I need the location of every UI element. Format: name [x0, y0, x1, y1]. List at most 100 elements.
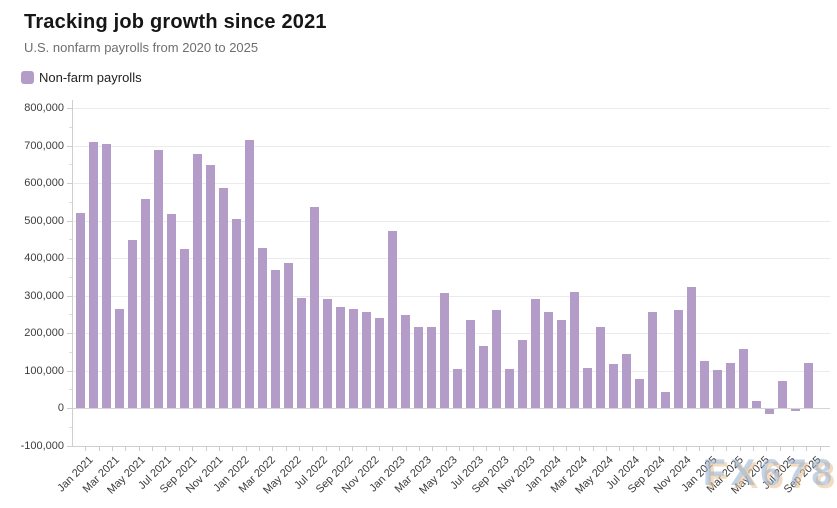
- y-axis-minor-tick: [69, 239, 72, 241]
- y-axis-tick: [67, 295, 72, 297]
- chart-title: Tracking job growth since 2021: [24, 11, 327, 33]
- bar-oct-2024[interactable]: [661, 391, 670, 408]
- bar-jan-2021[interactable]: [76, 213, 85, 408]
- bar-sep-2023[interactable]: [492, 309, 501, 409]
- y-axis-label: 300,000: [24, 289, 64, 302]
- bar-jun-2024[interactable]: [609, 363, 618, 409]
- x-axis-tick: [352, 446, 353, 451]
- bar-jun-2023[interactable]: [453, 368, 462, 408]
- bar-nov-2022[interactable]: [362, 312, 371, 408]
- bar-dec-2022[interactable]: [375, 318, 384, 408]
- bar-jan-2025[interactable]: [700, 361, 709, 408]
- bar-feb-2025[interactable]: [713, 369, 722, 409]
- bar-mar-2024[interactable]: [570, 291, 579, 409]
- bar-feb-2022[interactable]: [245, 140, 254, 409]
- x-axis-tick: [366, 446, 367, 451]
- bar-dec-2021[interactable]: [219, 187, 228, 408]
- bar-sep-2021[interactable]: [180, 249, 189, 408]
- x-axis-tick: [686, 446, 687, 451]
- chart-subtitle: U.S. nonfarm payrolls from 2020 to 2025: [24, 40, 259, 55]
- x-axis-tick: [740, 446, 741, 451]
- legend-swatch-icon: [21, 71, 34, 84]
- bar-oct-2022[interactable]: [349, 309, 358, 408]
- x-axis-tick: [246, 446, 247, 451]
- bar-dec-2024[interactable]: [687, 286, 696, 408]
- y-axis-label: 600,000: [24, 177, 64, 189]
- y-axis-line: [72, 100, 73, 447]
- x-axis-tick: [152, 446, 153, 451]
- bar-feb-2024[interactable]: [557, 319, 566, 408]
- bar-mar-2025[interactable]: [726, 363, 735, 408]
- bar-nov-2023[interactable]: [518, 339, 527, 409]
- bar-jun-2022[interactable]: [297, 298, 306, 408]
- bar-sep-2024[interactable]: [648, 312, 657, 408]
- bar-aug-2024[interactable]: [635, 378, 644, 409]
- bar-mar-2022[interactable]: [258, 247, 267, 408]
- gridline: [73, 370, 830, 372]
- bar-jul-2022[interactable]: [310, 206, 319, 408]
- bar-apr-2023[interactable]: [427, 326, 436, 408]
- bar-sep-2022[interactable]: [336, 307, 345, 408]
- bar-jun-2025[interactable]: [765, 409, 774, 414]
- bar-oct-2021[interactable]: [193, 154, 202, 408]
- y-axis-tick: [67, 333, 72, 334]
- x-axis-tick: [499, 446, 500, 451]
- bar-jul-2023[interactable]: [466, 319, 475, 408]
- bar-feb-2023[interactable]: [401, 315, 410, 408]
- bar-jul-2024[interactable]: [622, 354, 631, 408]
- bar-jan-2022[interactable]: [232, 219, 241, 408]
- x-axis-tick: [553, 446, 554, 451]
- bar-may-2024[interactable]: [596, 327, 605, 408]
- bar-apr-2021[interactable]: [115, 309, 124, 408]
- y-axis-minor-tick: [69, 126, 72, 128]
- x-axis-tick: [406, 446, 407, 451]
- x-axis-tick: [312, 446, 313, 451]
- x-axis-tick: [606, 446, 607, 451]
- legend-item-nonfarm-payrolls[interactable]: Non-farm payrolls: [21, 70, 142, 85]
- x-axis-tick: [112, 446, 113, 451]
- bar-aug-2023[interactable]: [479, 346, 488, 408]
- bar-jan-2024[interactable]: [544, 312, 553, 408]
- y-axis-minor-tick: [69, 201, 72, 203]
- bar-nov-2024[interactable]: [674, 310, 683, 408]
- bar-sep-2025[interactable]: [804, 363, 813, 408]
- y-axis-minor-tick: [69, 164, 72, 166]
- bar-apr-2025[interactable]: [739, 348, 748, 409]
- bar-oct-2023[interactable]: [505, 368, 514, 408]
- x-axis-tick: [446, 446, 447, 451]
- x-axis-tick: [379, 446, 380, 451]
- bar-mar-2021[interactable]: [102, 144, 111, 408]
- gridline: [73, 258, 830, 259]
- bar-apr-2024[interactable]: [583, 367, 592, 408]
- bar-aug-2021[interactable]: [167, 214, 176, 408]
- y-axis-label: 500,000: [24, 214, 64, 227]
- bar-apr-2022[interactable]: [271, 270, 280, 408]
- bar-feb-2021[interactable]: [89, 141, 98, 409]
- bar-jul-2021[interactable]: [154, 149, 163, 408]
- bar-nov-2021[interactable]: [206, 165, 215, 408]
- y-axis-label: 700,000: [24, 139, 64, 152]
- bar-may-2023[interactable]: [440, 293, 449, 409]
- bar-may-2025[interactable]: [752, 400, 761, 408]
- x-axis-tick: [806, 446, 807, 451]
- y-axis-tick: [67, 183, 72, 184]
- x-axis-tick: [219, 446, 220, 451]
- bar-may-2021[interactable]: [128, 240, 137, 408]
- x-axis-tick: [272, 446, 273, 451]
- x-axis-tick: [326, 446, 327, 451]
- y-axis-minor-tick: [69, 351, 72, 353]
- bar-aug-2022[interactable]: [323, 298, 332, 408]
- gridline: [73, 220, 830, 222]
- x-axis-tick: [633, 446, 634, 451]
- x-axis-tick: [513, 446, 514, 451]
- bar-jul-2025[interactable]: [778, 381, 787, 408]
- bar-mar-2023[interactable]: [414, 326, 423, 408]
- bar-aug-2025[interactable]: [791, 409, 800, 411]
- x-axis-tick: [299, 446, 300, 451]
- bar-jan-2023[interactable]: [388, 231, 397, 408]
- y-axis-tick: [67, 220, 72, 222]
- bar-may-2022[interactable]: [284, 263, 293, 409]
- bar-dec-2023[interactable]: [531, 299, 540, 409]
- bar-jun-2021[interactable]: [141, 199, 150, 408]
